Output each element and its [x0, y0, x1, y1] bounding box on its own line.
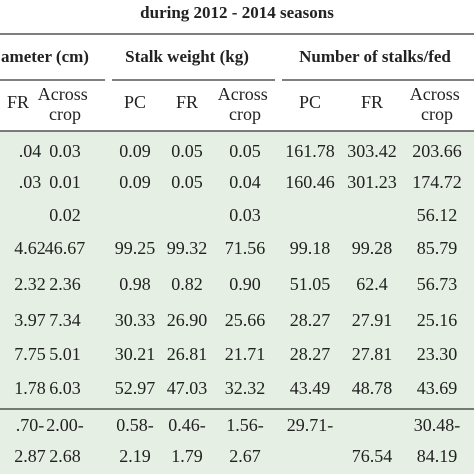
table-cell: 2.00-: [46, 415, 84, 435]
group-header: Number of stalks/fed: [299, 47, 451, 66]
table-cell: 160.46: [285, 172, 335, 192]
table-cell: 2.87: [14, 446, 46, 466]
table-cell: 27.81: [352, 344, 393, 364]
table-cell: 7.34: [49, 310, 81, 330]
table-cell: 56.73: [417, 274, 458, 294]
table-cell: 3.97: [14, 310, 46, 330]
column-header: PC: [299, 92, 321, 112]
table-cell: 47.03: [167, 378, 208, 398]
table-cell: 99.28: [352, 238, 393, 258]
table-cell: 56.12: [417, 205, 458, 225]
table-cell: 71.56: [225, 238, 266, 258]
table-cell: 43.69: [417, 378, 458, 398]
table-cell: .03: [19, 172, 42, 192]
table-cell: 26.90: [167, 310, 208, 330]
table-cell: 0.01: [49, 172, 81, 192]
column-header: FR: [176, 92, 198, 112]
table-cell: .04: [19, 141, 42, 161]
table-cell: 0.05: [171, 172, 203, 192]
table-cell: 25.16: [417, 310, 458, 330]
table-cell: 0.98: [119, 274, 151, 294]
column-header: Across crop: [410, 84, 465, 124]
table-cell: 26.81: [167, 344, 208, 364]
table-cell: 99.18: [290, 238, 331, 258]
table-cell: 2.67: [229, 446, 261, 466]
table-cell: 62.4: [356, 274, 388, 294]
table-cell: 43.49: [290, 378, 331, 398]
table-cell: 2.36: [49, 274, 81, 294]
table-cell: 23.30: [417, 344, 458, 364]
column-header: Across crop: [218, 84, 273, 124]
table-cell: 0.02: [49, 205, 81, 225]
column-header: FR: [7, 92, 29, 112]
table-cell: 0.03: [49, 141, 81, 161]
table-cell: 6.03: [49, 378, 81, 398]
table-cell: 7.75: [14, 344, 46, 364]
table-cell: 30.33: [115, 310, 156, 330]
table-cell: 1.56-: [226, 415, 264, 435]
group-header: Stalk weight (kg): [125, 47, 249, 66]
table-cell: 30.48-: [414, 415, 461, 435]
table-cell: 46.67: [45, 238, 86, 258]
table-cell: 0.46-: [168, 415, 206, 435]
table-cell: 0.09: [119, 141, 151, 161]
title: during 2012 - 2014 seasons: [140, 3, 334, 22]
table-cell: 28.27: [290, 344, 331, 364]
table-cell: 4.62: [14, 238, 46, 258]
table-cell: 27.91: [352, 310, 393, 330]
table-cell: 2.19: [119, 446, 151, 466]
column-header: FR: [361, 92, 383, 112]
table-cell: 99.32: [167, 238, 208, 258]
table-cell: 85.79: [417, 238, 458, 258]
table-cell: 303.42: [347, 141, 397, 161]
table-cell: 76.54: [352, 446, 393, 466]
table-cell: 51.05: [290, 274, 331, 294]
table-cell: 21.71: [225, 344, 266, 364]
table-cell: 0.05: [171, 141, 203, 161]
table-cell: 99.25: [115, 238, 156, 258]
table-cell: 0.58-: [116, 415, 154, 435]
table-cell: 0.04: [229, 172, 261, 192]
table-cell: 174.72: [412, 172, 462, 192]
table-cell: 25.66: [225, 310, 266, 330]
table-body: .04 0.03 0.09 0.05 0.05 161.78 303.42 203.66 .03…: [14, 141, 462, 466]
table-cell: 5.01: [49, 344, 81, 364]
column-header: Across crop: [38, 84, 93, 124]
column-header: PC: [124, 92, 146, 112]
table-cell: 0.90: [229, 274, 261, 294]
table-cell: 0.05: [229, 141, 261, 161]
table-cell: 0.09: [119, 172, 151, 192]
table-cell: .70-: [16, 415, 45, 435]
table-cell: 161.78: [285, 141, 335, 161]
table-cell: 2.32: [14, 274, 46, 294]
table-cell: 29.71-: [287, 415, 334, 435]
table-cell: 2.68: [49, 446, 81, 466]
table-cell: 30.21: [115, 344, 156, 364]
table-cell: 1.78: [14, 378, 46, 398]
table-cell: 301.23: [347, 172, 397, 192]
table-cell: 32.32: [225, 378, 266, 398]
table-cell: 52.97: [115, 378, 156, 398]
table-cell: 0.82: [171, 274, 203, 294]
table-cell: 203.66: [412, 141, 462, 161]
table-cell: 28.27: [290, 310, 331, 330]
body-background: [0, 131, 474, 474]
table-cell: 84.19: [417, 446, 458, 466]
table-cell: 48.78: [352, 378, 393, 398]
group-header: ameter (cm): [1, 47, 89, 66]
table-cell: 1.79: [171, 446, 203, 466]
table-cell: 0.03: [229, 205, 261, 225]
